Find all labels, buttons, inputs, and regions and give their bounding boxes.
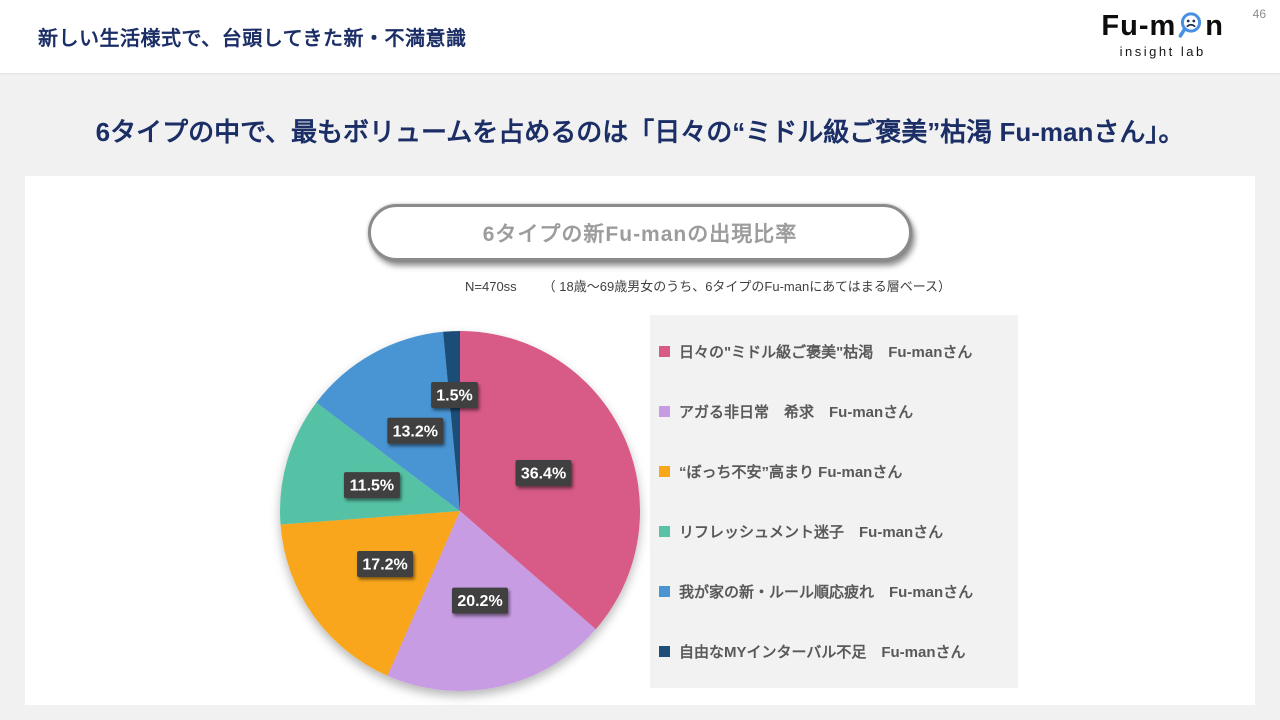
legend-item: アガる非日常 希求 Fu-manさん — [659, 401, 1018, 422]
sample-base: （ 18歳〜69歳男女のうち、6タイプのFu-manにあてはまる層ベース） — [542, 279, 952, 294]
chart-title: 6タイプの新Fu-manの出現比率 — [482, 222, 798, 246]
svg-text:13.2%: 13.2% — [393, 423, 438, 440]
svg-text:1.5%: 1.5% — [436, 388, 472, 405]
pie-slice — [443, 331, 460, 511]
pie-value-label: 11.5% — [343, 472, 400, 499]
svg-text:17.2%: 17.2% — [362, 557, 407, 574]
svg-text:20.2%: 20.2% — [457, 593, 502, 610]
legend-swatch — [659, 465, 670, 477]
chart-title-box: 6タイプの新Fu-manの出現比率 — [368, 204, 912, 261]
legend-label: 日々の"ミドル級ご褒美"枯渇 Fu-manさん — [679, 343, 973, 361]
legend-swatch — [659, 586, 670, 598]
legend-swatch — [659, 345, 670, 357]
svg-text:36.4%: 36.4% — [521, 466, 566, 483]
pie-value-label: 1.5% — [431, 382, 478, 408]
logo-text-right: n — [1205, 10, 1224, 42]
legend-swatch — [659, 646, 670, 658]
legend-label: 我が家の新・ルール順応疲れ Fu-manさん — [679, 584, 974, 602]
header-bar: 新しい生活様式で、台頭してきた新・不満意識 Fu-m n insight lab… — [0, 0, 1280, 73]
legend-panel: 日々の"ミドル級ご褒美"枯渇 Fu-manさん アガる非日常 希求 Fu-manさ… — [650, 315, 1018, 688]
legend-swatch — [659, 405, 670, 417]
pie-value-label: 13.2% — [387, 417, 444, 444]
legend-swatch — [659, 526, 670, 538]
legend-item: 日々の"ミドル級ご褒美"枯渇 Fu-manさん — [659, 341, 1018, 362]
slide-title: 新しい生活様式で、台頭してきた新・不満意識 — [38, 28, 467, 50]
page-number: 46 — [1252, 7, 1266, 21]
legend-label: アガる非日常 希求 Fu-manさん — [679, 403, 914, 421]
pie-value-label: 20.2% — [452, 587, 508, 614]
logo-text-left: Fu-m — [1101, 10, 1177, 42]
svg-text:11.5%: 11.5% — [350, 478, 394, 495]
pie-value-label: 36.4% — [515, 460, 572, 486]
legend-item: 我が家の新・ルール順応疲れ Fu-manさん — [659, 581, 1018, 602]
logo-subtext: insight lab — [1119, 44, 1206, 59]
legend-item: “ぼっち不安”高まり Fu-manさん — [659, 461, 1018, 482]
pie-value-label: 17.2% — [357, 551, 414, 577]
legend-label: 自由なMYインターバル不足 Fu-manさん — [679, 644, 966, 662]
legend-item: リフレッシュメント迷子 Fu-manさん — [659, 521, 1018, 542]
headline: 6タイプの中で、最もボリュームを占めるのは「日々の“ミドル級ご褒美”枯渇 Fu-… — [95, 117, 1185, 147]
legend-label: リフレッシュメント迷子 Fu-manさん — [679, 524, 944, 542]
pie-slice — [280, 511, 460, 676]
sample-size: N=470ss — [465, 279, 517, 294]
legend-label: “ぼっち不安”高まり Fu-manさん — [679, 463, 903, 481]
legend-item: 自由なMYインターバル不足 Fu-manさん — [659, 641, 1018, 662]
sample-note: N=470ss （ 18歳〜69歳男女のうち、6タイプのFu-manにあてはまる層… — [465, 276, 951, 295]
fu-man-logo: Fu-m n insight lab — [1101, 10, 1224, 60]
pie-slice — [279, 402, 460, 525]
magnifier-sad-face-icon — [1178, 12, 1202, 38]
pie-chart: 36.4% 20.2% 17.2% 11.5% 13.2% 1.5% — [279, 331, 641, 691]
content-card: 6タイプの新Fu-manの出現比率 N=470ss （ 18歳〜69歳男女のうち、… — [25, 176, 1255, 705]
